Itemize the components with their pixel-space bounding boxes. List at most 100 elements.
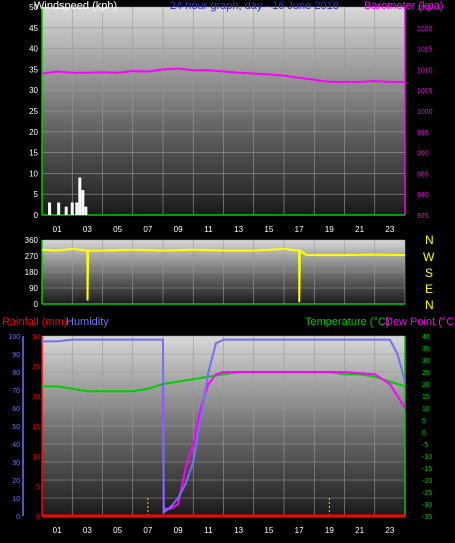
panel-wind-direction: 0 90 180 270 360 N W S E N [25,233,435,312]
x-tick-label: 13 [234,225,243,234]
compass-labels: N W S E N [423,233,435,312]
wind-direction-line [41,247,406,303]
rain-tick-label: 20 [32,394,40,401]
temperature-tick-label: 5 [422,418,426,425]
compass-label: S [425,266,433,280]
x-tick-label: 03 [83,225,92,234]
x-tick-label: 17 [295,225,304,234]
x-tick-label: 21 [355,225,364,234]
y-tick-label: 180 [25,268,39,277]
y-tick-label: 40 [29,45,38,54]
y2-tick-label: 990 [417,151,429,158]
y2-tick-label: 1000 [417,109,433,116]
y2-tick-label: 1005 [417,88,433,95]
dewpoint-line [162,371,406,510]
x-tick-label: 07 [143,526,152,535]
temperature-tick-label: -30 [422,502,432,509]
temperature-tick-label: -35 [422,514,432,521]
y2-tick-label: 1015 [417,47,433,54]
panel1-grid [41,6,406,216]
y-tick-label: 15 [29,149,38,158]
temperature-title: Temperature (°C) [305,316,389,328]
y2-tick-label: 1025 [417,5,433,12]
x-tick-label: 11 [204,225,213,234]
y-tick-label: 45 [29,24,38,33]
humidity-tick-label: 60 [12,406,20,413]
x-tick-label: 09 [174,526,183,535]
y-tick-label: 360 [25,236,39,245]
panel3-x-axis: 01 03 05 07 09 11 13 15 17 19 21 23 [53,526,395,535]
humidity-title: Humidity [66,316,109,328]
x-tick-label: 01 [53,526,62,535]
temperature-tick-label: -20 [422,478,432,485]
temperature-tick-label: 15 [422,394,430,401]
rainfall-axis: 0 5 10 15 20 25 30 [32,334,43,521]
temperature-axis: -35 -30 -25 -20 -15 -10 -5 0 5 10 15 20 25 30 35 40 [404,334,432,521]
x-tick-label: 11 [204,526,213,535]
y-tick-label: 90 [29,284,38,293]
windspeed-bar [75,202,79,215]
panel1-left-axis: 0 5 10 15 20 25 30 35 40 45 50 [29,3,43,220]
compass-label: W [423,250,435,264]
humidity-tick-label: 50 [12,424,20,431]
x-tick-label: 23 [385,225,394,234]
windspeed-bar [84,206,88,215]
x-tick-label: 15 [264,526,273,535]
humidity-tick-label: 20 [12,478,20,485]
y2-tick-label: 1020 [417,26,433,33]
x-tick-label: 05 [113,526,122,535]
barometer-title: Barometer (kpa) [364,0,443,12]
barometer-line [41,67,405,83]
humidity-tick-label: 100 [8,334,20,341]
y-tick-label: 0 [34,211,39,220]
windspeed-title: Windspeed (kph) [34,0,117,12]
rainfall-title: Rainfall (mm) [2,316,67,328]
humidity-tick-label: 80 [12,370,20,377]
rain-tick-label: 25 [32,364,40,371]
rain-tick-label: 30 [32,334,40,341]
y-tick-label: 30 [29,86,38,95]
humidity-tick-label: 40 [12,442,20,449]
temperature-tick-label: 35 [422,346,430,353]
compass-label: N [425,233,434,247]
rainfall-markers [147,498,330,516]
temperature-tick-label: 30 [422,358,430,365]
temperature-tick-label: 40 [422,334,430,341]
x-tick-label: 09 [174,225,183,234]
temperature-tick-label: 25 [422,370,430,377]
y2-tick-label: 985 [417,171,429,178]
y-tick-label: 0 [34,300,39,309]
windspeed-bar [78,177,82,215]
y-tick-label: 10 [29,169,38,178]
y-tick-label: 20 [29,128,38,137]
temperature-tick-label: 0 [422,430,426,437]
rain-tick-label: 0 [36,514,40,521]
y-tick-label: 5 [34,190,39,199]
y-tick-label: 50 [29,3,38,12]
dewpoint-title: Dew Point (°C) [385,316,455,328]
y2-tick-label: 995 [417,130,429,137]
humidity-tick-label: 30 [12,460,20,467]
windspeed-bar [48,202,52,215]
y2-tick-label: 975 [417,213,429,220]
humidity-tick-label: 10 [12,496,20,503]
humidity-line [42,338,406,515]
panel2-left-axis: 0 90 180 270 360 [25,236,43,309]
y-tick-label: 270 [25,252,39,261]
x-tick-label: 03 [83,526,92,535]
windspeed-bar [57,202,61,215]
humidity-tick-label: 0 [16,514,20,521]
panel1-right-axis: 975 980 985 990 995 1000 1005 1010 1015 1020 1025 [404,5,433,220]
humidity-tick-label: 90 [12,352,20,359]
date-title: 24 hour graph, day - 16 June 2018 [170,0,339,12]
windspeed-bar [64,206,68,215]
y-tick-label: 35 [29,65,38,74]
rain-tick-label: 15 [32,424,40,431]
humidity-axis: 0 10 20 30 40 50 60 70 80 90 100 [8,334,24,521]
x-tick-label: 19 [325,225,334,234]
temperature-tick-label: -5 [422,442,428,449]
panel-temperature-humidity: Rainfall (mm) Humidity Temperature (°C) … [2,316,455,535]
windspeed-bar [81,190,85,215]
x-tick-label: 13 [234,526,243,535]
panel1-x-axis: 01 03 05 07 09 11 13 15 17 19 21 23 [53,225,395,234]
